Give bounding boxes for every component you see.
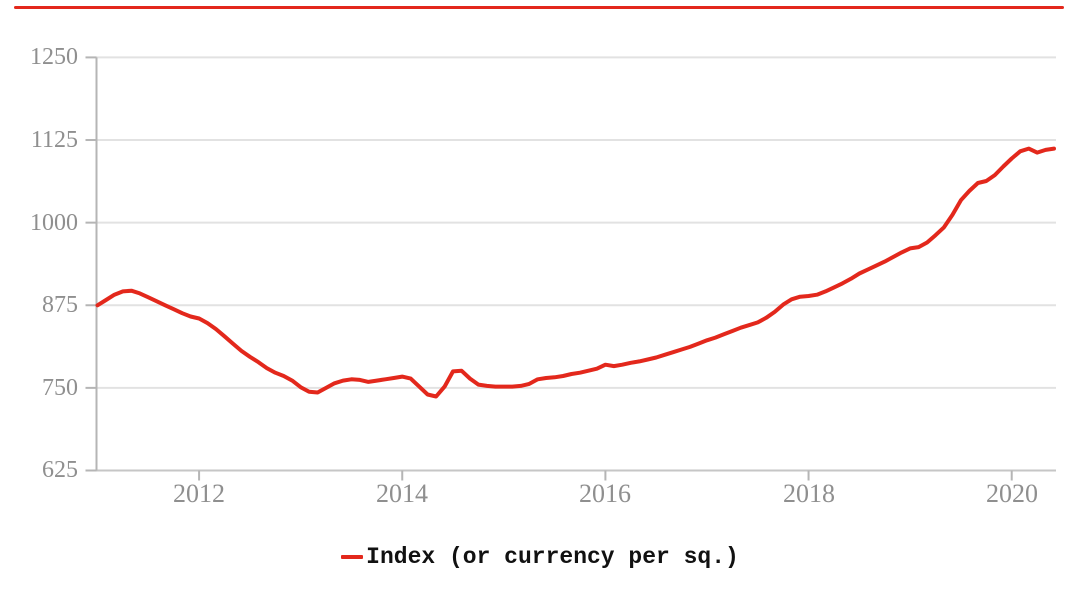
x-axis-tick-label: 2018 <box>783 479 835 508</box>
x-axis-tick-label: 2014 <box>376 479 428 508</box>
x-axis-tick-label: 2020 <box>986 479 1038 508</box>
y-axis-tick-label: 750 <box>42 375 78 401</box>
y-axis-tick-label: 1125 <box>30 127 78 153</box>
legend-line-marker <box>341 555 364 559</box>
legend-label: Index (or currency per sq.) <box>366 544 739 570</box>
y-axis-tick-label: 875 <box>42 292 78 318</box>
y-axis-tick-label: 1250 <box>30 44 78 70</box>
x-axis-tick-label: 2016 <box>579 479 631 508</box>
y-axis-tick-label: 625 <box>42 457 78 483</box>
index-series-line <box>95 146 1056 399</box>
chart-legend: Index (or currency per sq.) <box>0 541 1080 573</box>
y-axis-tick-label: 1000 <box>30 210 78 236</box>
top-accent-bar <box>14 6 1064 9</box>
x-axis-tick-label: 2012 <box>173 479 225 508</box>
